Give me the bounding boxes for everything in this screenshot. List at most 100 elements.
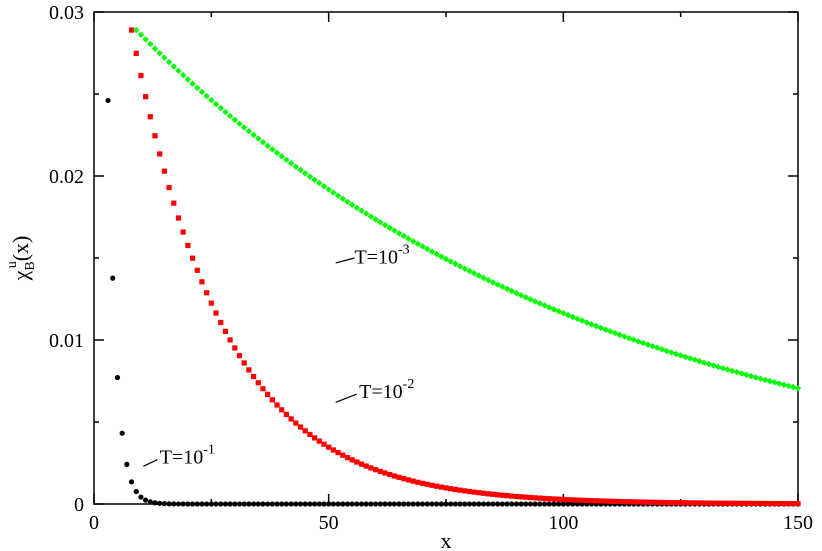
data-point [171, 200, 177, 206]
data-point [705, 360, 713, 368]
data-point [415, 479, 421, 485]
data-point [396, 501, 402, 507]
data-point [565, 501, 571, 507]
data-point [725, 500, 731, 506]
data-point [434, 483, 440, 489]
data-point [663, 499, 670, 506]
data-point [452, 260, 459, 268]
data-point [612, 498, 618, 504]
data-point [729, 500, 735, 506]
data-point [269, 501, 275, 507]
data-point [143, 94, 149, 100]
data-point [241, 360, 247, 366]
data-point [269, 397, 275, 403]
data-point [672, 350, 680, 358]
data-point [523, 494, 529, 500]
data-point [457, 487, 463, 493]
data-point [391, 501, 397, 507]
data-point [434, 501, 440, 507]
data-point [452, 486, 458, 493]
data-point [344, 501, 351, 507]
data-point [292, 163, 300, 170]
data-point [767, 500, 773, 507]
data-point [231, 116, 238, 124]
data-point [480, 501, 487, 507]
data-point [438, 484, 444, 490]
data-point [546, 496, 552, 502]
data-point [471, 501, 477, 507]
data-point [495, 501, 501, 507]
data-point [189, 255, 196, 261]
annotations: T=10-1T=10-2T=10-3 [143, 242, 414, 468]
data-point [715, 363, 722, 371]
data-point [395, 230, 403, 237]
y-axis-label-base: χ [8, 270, 33, 281]
data-point [780, 381, 788, 388]
data-point [387, 501, 393, 507]
data-point [485, 276, 492, 284]
data-point [550, 306, 558, 313]
data-point [175, 501, 182, 507]
data-point [691, 356, 698, 364]
data-point [574, 497, 581, 503]
annotation-label-t1e-3: T=10-3 [354, 242, 409, 268]
data-point [171, 501, 177, 507]
data-point [757, 375, 764, 382]
data-point [597, 324, 605, 332]
data-point [316, 438, 322, 444]
tick-labels: 0 50 100 150 0 0.01 0.02 0.03 [49, 2, 813, 534]
data-point [504, 501, 510, 507]
data-point [250, 501, 257, 507]
data-series [105, 26, 802, 507]
data-point [565, 497, 571, 503]
data-point [194, 267, 200, 273]
data-point [593, 498, 599, 504]
data-point [564, 311, 572, 319]
data-point [204, 290, 210, 296]
data-point [306, 173, 314, 180]
y-axis-label-arg: (x) [8, 236, 33, 262]
data-point [297, 166, 304, 174]
data-point [344, 454, 351, 461]
data-point [602, 326, 609, 333]
data-point [265, 391, 271, 398]
x-tick-label: 150 [783, 512, 813, 534]
data-point [311, 176, 318, 184]
data-point [532, 495, 538, 501]
data-point [574, 315, 581, 323]
data-point [405, 501, 412, 507]
data-point [320, 183, 328, 190]
data-point [293, 501, 299, 507]
data-point [527, 494, 534, 501]
data-point [419, 243, 426, 250]
data-point [391, 227, 398, 234]
data-point [236, 120, 243, 127]
data-point [218, 501, 224, 507]
data-point [377, 501, 383, 507]
data-point [475, 272, 483, 279]
data-point [443, 501, 449, 507]
data-point [283, 501, 290, 507]
data-point [147, 40, 154, 48]
data-point [659, 499, 665, 506]
data-point [274, 501, 280, 507]
data-point [326, 444, 332, 450]
data-point [428, 248, 436, 255]
data-point [222, 328, 229, 334]
data-point [147, 499, 153, 505]
annotation-leader-t1e-1 [143, 459, 158, 467]
data-point [246, 367, 252, 373]
data-point [250, 373, 257, 380]
data-point [509, 501, 515, 507]
data-point [409, 238, 417, 245]
data-point [448, 501, 454, 507]
data-point [255, 501, 261, 507]
data-point [349, 457, 355, 463]
data-point [720, 500, 726, 506]
data-point [494, 281, 501, 288]
data-point [368, 465, 374, 471]
data-point [490, 491, 496, 497]
data-point [790, 383, 797, 391]
data-point [574, 501, 581, 507]
data-point [682, 353, 689, 361]
